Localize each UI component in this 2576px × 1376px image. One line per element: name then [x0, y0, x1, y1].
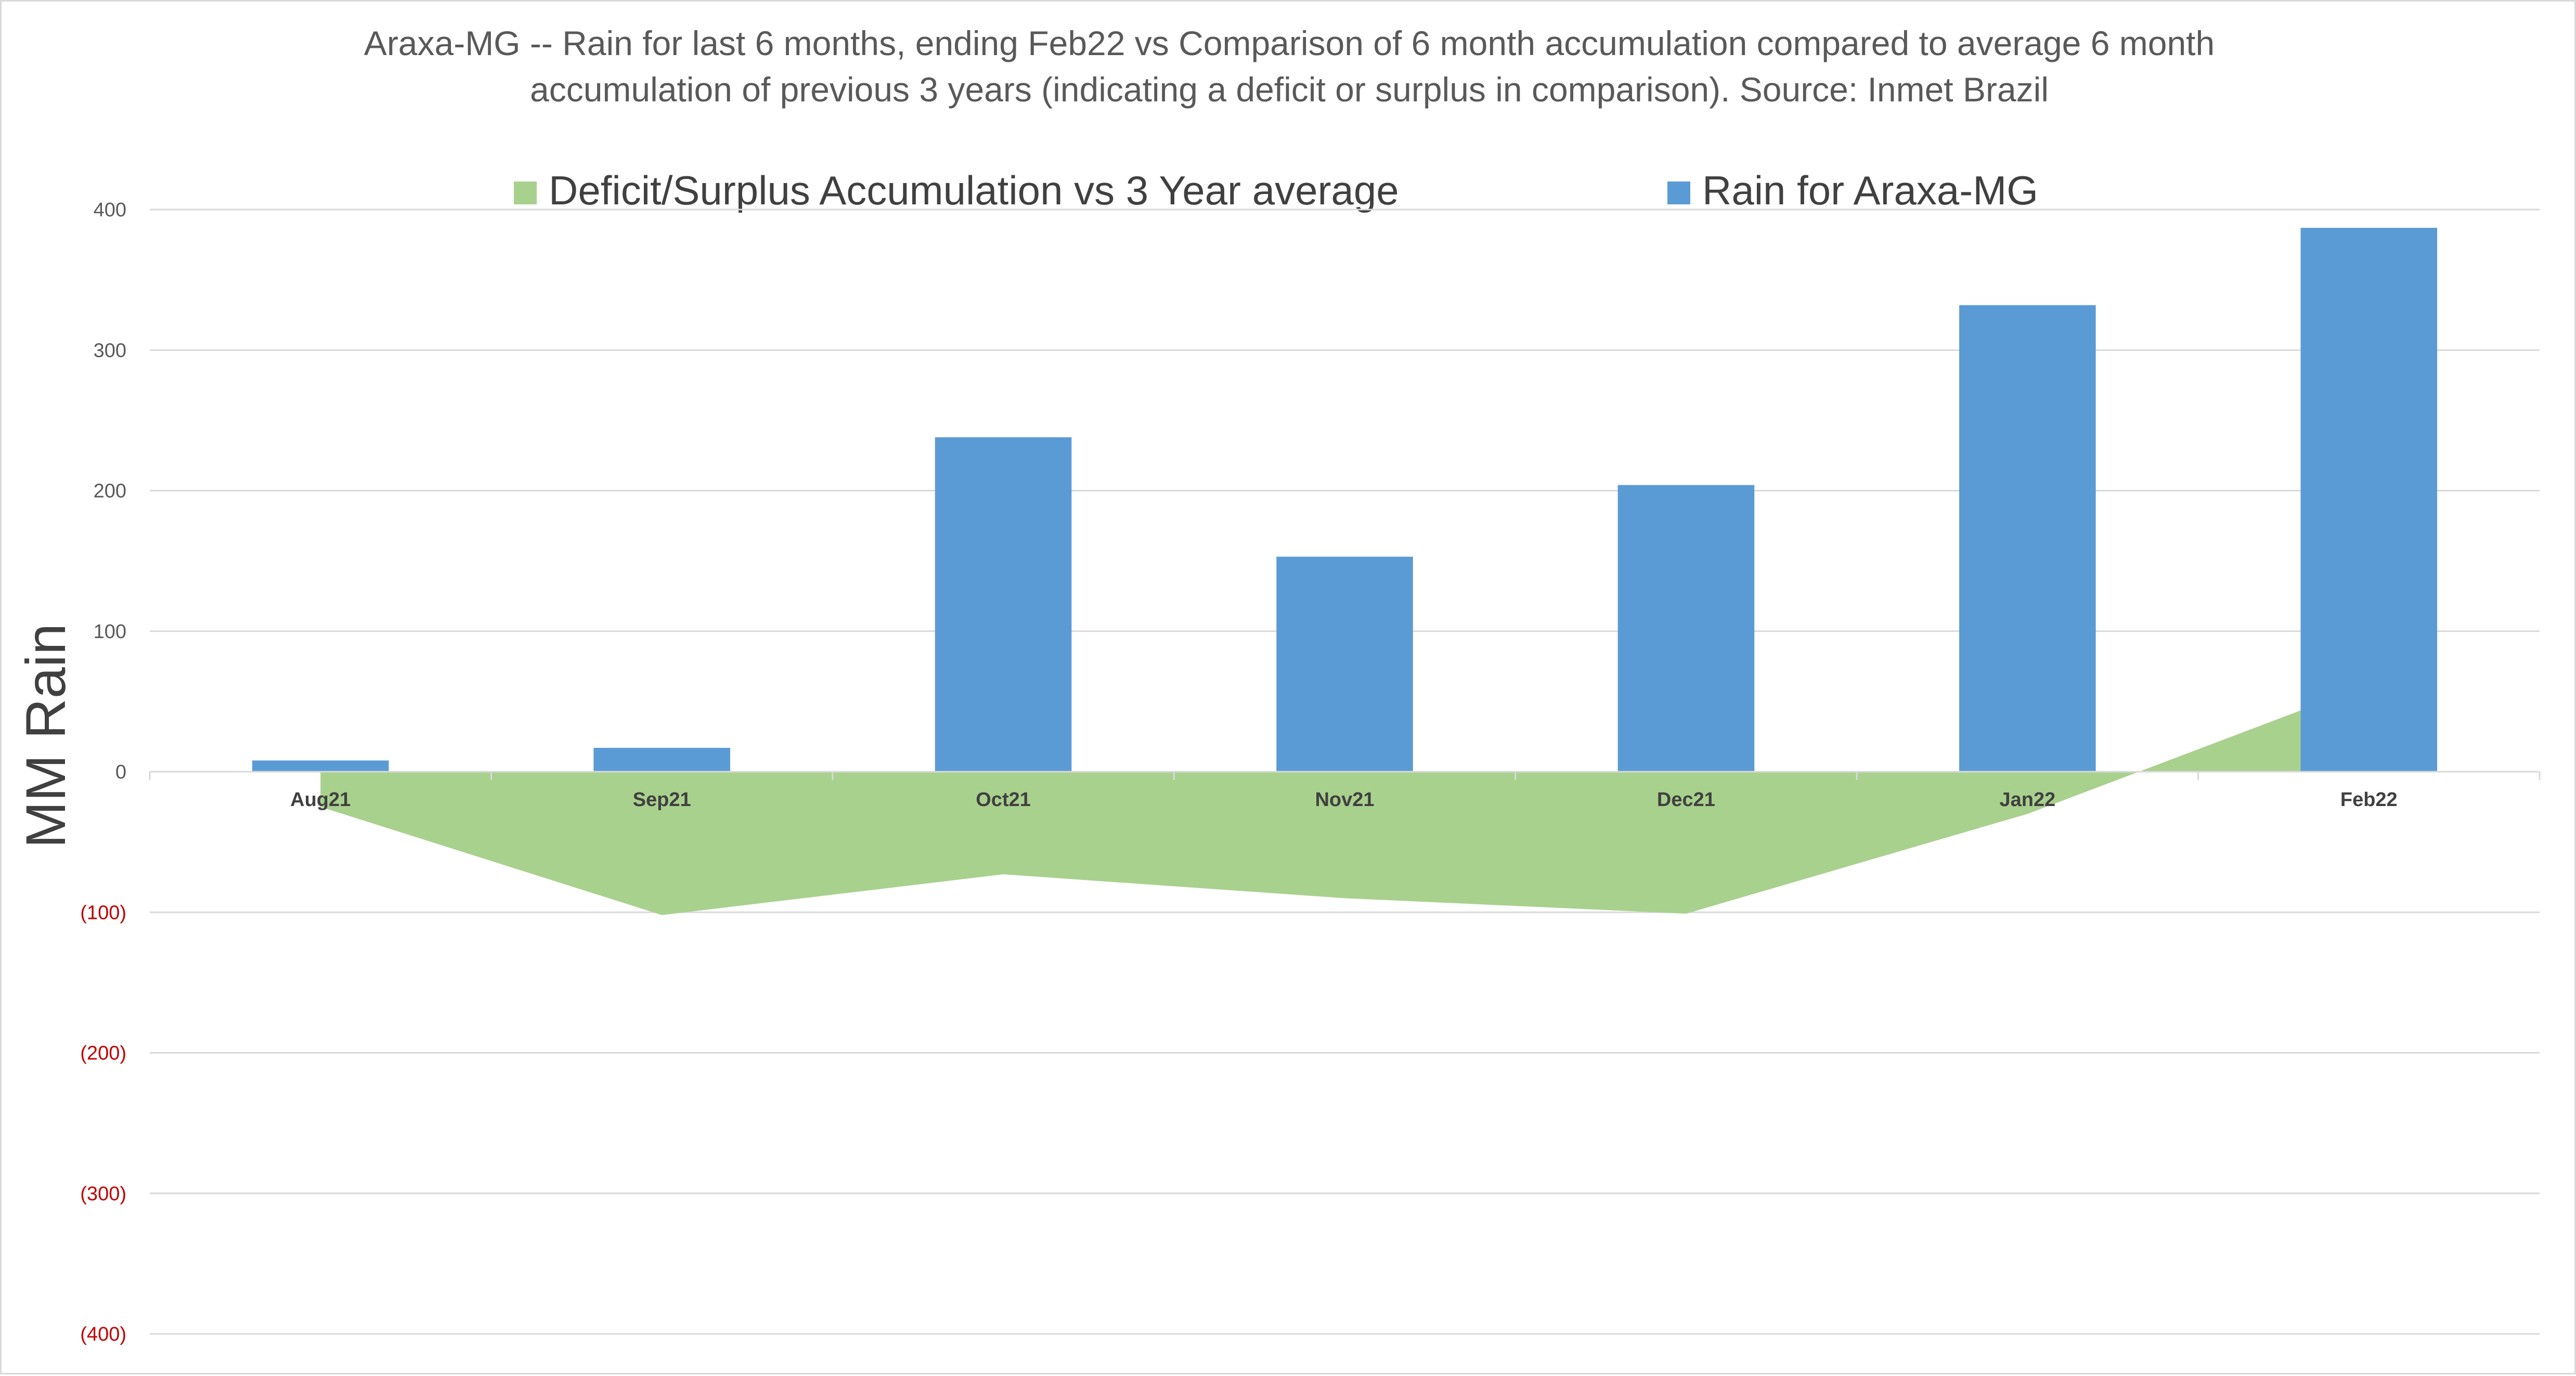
x-tick-label-dec21: Dec21: [1657, 789, 1715, 811]
chart-title-line-2: accumulation of previous 3 years (indica…: [530, 70, 2049, 109]
rain-bar-sep21: [593, 748, 730, 772]
rain-bar-jan22: [1959, 305, 2096, 772]
gridlines: [150, 209, 2540, 1335]
x-tick-label-jan22: Jan22: [1999, 789, 2055, 811]
x-tick-label-aug21: Aug21: [290, 789, 351, 811]
legend-label-deficit-surplus: Deficit/Surplus Accumulation vs 3 Year a…: [549, 167, 1399, 213]
legend-swatch-rain: [1667, 181, 1690, 204]
legend-swatch-deficit-surplus: [514, 181, 537, 204]
legend: Deficit/Surplus Accumulation vs 3 Year a…: [514, 167, 2038, 213]
deficit-surplus-area-shape: [320, 684, 2369, 915]
x-tick-label-sep21: Sep21: [633, 789, 691, 811]
x-tick-label-oct21: Oct21: [976, 789, 1031, 811]
chart-title: Araxa-MG -- Rain for last 6 months, endi…: [364, 24, 2215, 109]
y-axis-label: MM Rain: [14, 624, 77, 848]
y-tick-label: 100: [94, 621, 126, 643]
rain-bar-feb22: [2300, 228, 2438, 772]
y-tick-label: 200: [94, 481, 126, 502]
y-tick-label: (300): [80, 1183, 126, 1205]
rain-bar-aug21: [252, 760, 389, 772]
y-tick-label: (100): [80, 902, 126, 924]
rain-bars: [252, 228, 2438, 772]
deficit-surplus-area: [320, 684, 2369, 915]
chart-title-line-1: Araxa-MG -- Rain for last 6 months, endi…: [364, 24, 2215, 62]
y-tick-label: (200): [80, 1043, 126, 1065]
y-axis-ticks: 400 300 200 100 0 (100) (200) (300) (400): [80, 199, 126, 1345]
y-tick-label: (400): [80, 1323, 126, 1345]
y-tick-label: 300: [94, 340, 126, 361]
x-axis-ticks: Aug21 Sep21 Oct21 Nov21 Dec21 Jan22 Feb22: [290, 789, 2398, 811]
rain-bar-oct21: [935, 437, 1072, 772]
legend-label-rain: Rain for Araxa-MG: [1702, 167, 2038, 213]
x-tick-label-feb22: Feb22: [2340, 789, 2398, 811]
x-tick-label-nov21: Nov21: [1315, 789, 1374, 811]
y-tick-label: 0: [115, 761, 126, 783]
rain-bar-dec21: [1617, 485, 1755, 772]
y-tick-label: 400: [94, 199, 126, 221]
x-axis: [149, 771, 2541, 780]
rain-bar-nov21: [1276, 556, 1413, 772]
